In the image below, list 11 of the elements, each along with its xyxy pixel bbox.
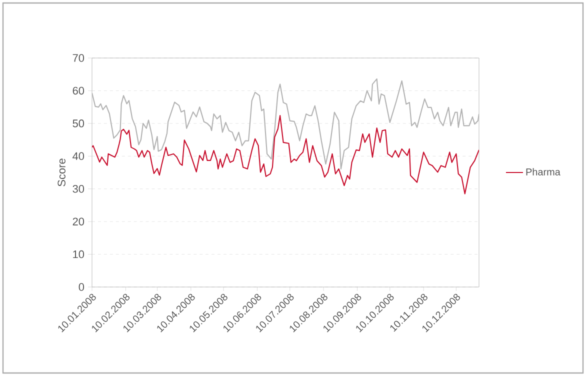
y-tick-label: 50 <box>72 120 84 128</box>
line-series <box>92 115 480 194</box>
y-tick-label: 0 <box>78 283 84 291</box>
legend-label: Pharma <box>526 168 560 176</box>
y-tick-label: 10 <box>73 250 84 258</box>
y-tick-label: 30 <box>72 184 84 193</box>
y-tick-label: 70 <box>72 54 84 62</box>
y-tick-label: 60 <box>72 86 84 95</box>
y-axis-title: Score <box>58 158 66 186</box>
y-tick-label: 40 <box>72 152 84 160</box>
y-tick-label: 20 <box>72 218 84 226</box>
